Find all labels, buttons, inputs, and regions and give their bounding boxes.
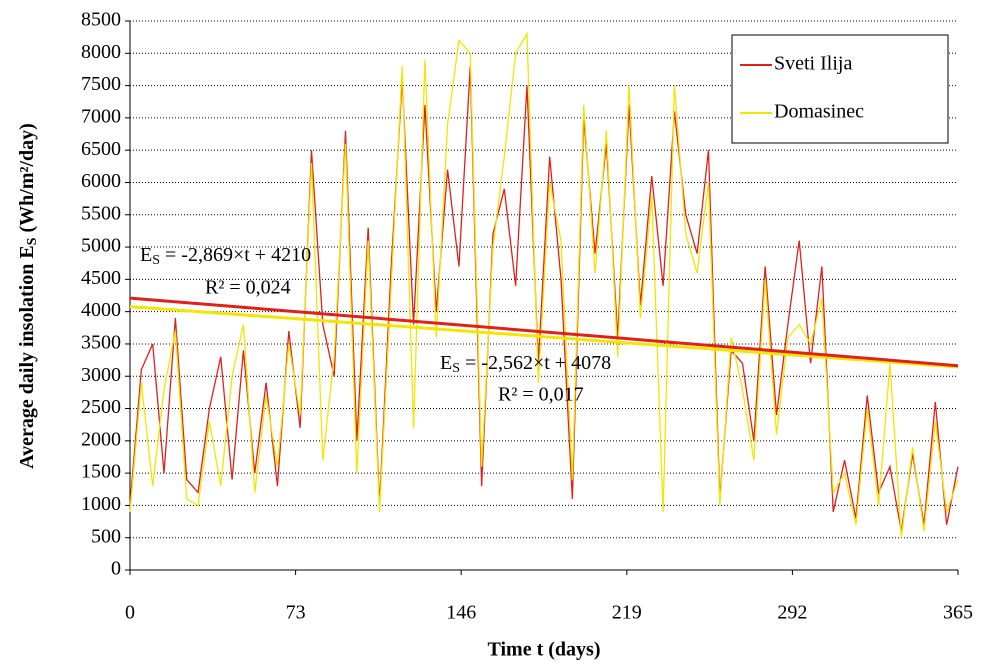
x-tick-label: 146 <box>446 602 476 624</box>
y-title-unit: (Wh/m²/day) <box>16 123 38 237</box>
y-tick-label: 3000 <box>81 364 121 386</box>
y-tick-label: 5500 <box>81 202 121 224</box>
y-title-sub: S <box>25 237 40 245</box>
y-tick-label: 8500 <box>81 9 121 31</box>
x-tick-label: 292 <box>777 602 807 624</box>
trend-equation: ES = -2,562×t + 4078 <box>440 352 611 377</box>
r-squared: R² = 0,017 <box>498 384 584 406</box>
trend-equation: ES = -2,869×t + 4210 <box>140 244 311 269</box>
x-tick-label: 365 <box>943 602 973 624</box>
y-tick-label: 6500 <box>81 138 121 160</box>
legend-label: Domasinec <box>774 101 864 123</box>
y-tick-label: 1500 <box>81 461 121 483</box>
legend-label: Sveti Ilija <box>774 53 852 75</box>
y-tick-label: 1000 <box>81 493 121 515</box>
y-axis-title: Average daily insolation ES (Wh/m²/day) <box>16 123 41 469</box>
eq-lhs: E <box>140 244 152 266</box>
x-tick-label: 219 <box>612 602 642 624</box>
x-tick-label: 73 <box>286 602 306 624</box>
y-title-main: Average daily insolation E <box>16 245 38 469</box>
eq-lhs: E <box>440 352 452 374</box>
y-tick-label: 2000 <box>81 428 121 450</box>
y-tick-label: 2500 <box>81 396 121 418</box>
data-line <box>129 31 959 538</box>
data-line <box>129 66 959 532</box>
eq-rhs: = -2,869×t + 4210 <box>160 244 311 266</box>
x-tick-label: 0 <box>125 602 135 624</box>
eq-sub: S <box>152 253 160 268</box>
eq-sub: S <box>452 361 460 376</box>
trend-line <box>129 296 959 368</box>
y-tick-label: 4000 <box>81 299 121 321</box>
y-tick-label: 3500 <box>81 332 121 354</box>
y-tick-label: 0 <box>111 558 121 580</box>
y-tick-label: 7000 <box>81 105 121 127</box>
y-tick-label: 6000 <box>81 170 121 192</box>
legend-box <box>731 34 949 144</box>
r-squared: R² = 0,024 <box>205 277 291 299</box>
y-tick-label: 500 <box>91 525 121 547</box>
y-tick-label: 4500 <box>81 267 121 289</box>
y-tick-label: 7500 <box>81 73 121 95</box>
eq-rhs: = -2,562×t + 4078 <box>460 352 611 374</box>
x-axis-title: Time t (days) <box>488 639 601 661</box>
y-tick-label: 5000 <box>81 235 121 257</box>
y-tick-label: 8000 <box>81 41 121 63</box>
trend-line <box>129 305 959 369</box>
